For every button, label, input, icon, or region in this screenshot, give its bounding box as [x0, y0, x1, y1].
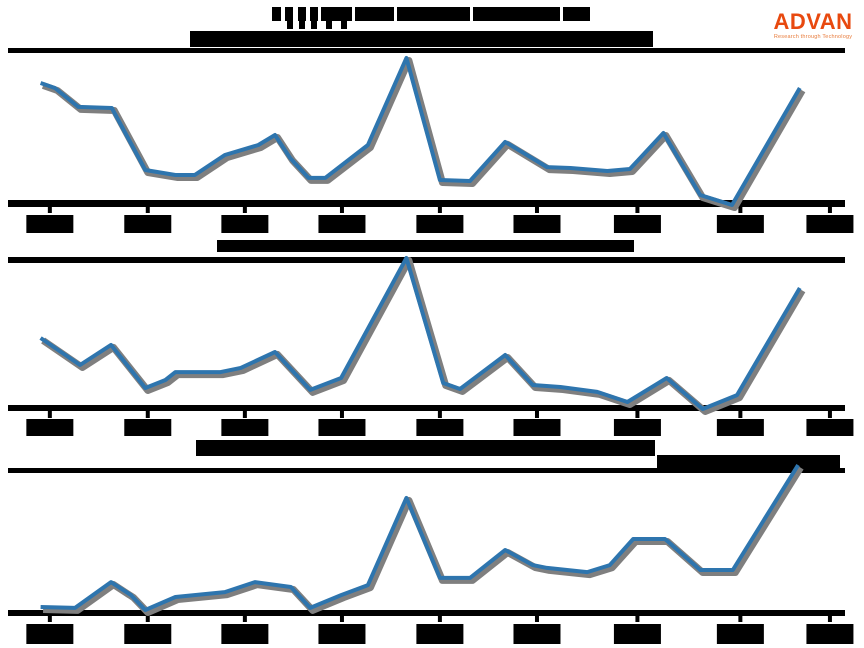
chart-3-x-tick-label-redacted	[124, 624, 172, 644]
chart-3-x-tick	[635, 616, 640, 622]
chart-1-x-tick-label-redacted	[318, 215, 366, 233]
chart-3-x-tick	[47, 616, 52, 622]
advan-logo-text: ADVAN	[773, 9, 853, 34]
chart-2-x-tick	[437, 411, 442, 418]
chart-2-x-tick-label-redacted	[513, 419, 561, 436]
advan-logo: ADVAN Research through Technology	[770, 11, 856, 41]
chart-2-x-tick	[827, 411, 832, 418]
title-descender	[311, 21, 317, 29]
chart-1-x-tick-label-redacted	[613, 215, 661, 233]
chart-2-x-tick	[738, 411, 743, 418]
chart-2-line	[39, 256, 802, 411]
chart-3-x-axis-line	[8, 610, 845, 616]
chart-1-title-redacted	[190, 31, 653, 47]
chart-3-x-tick-label-redacted	[806, 624, 854, 644]
chart-2-x-tick-label-redacted	[221, 419, 269, 436]
title-word-gap	[394, 7, 397, 21]
chart-2-x-tick	[534, 411, 539, 418]
chart-1-x-tick-label-redacted	[716, 215, 764, 233]
chart-3-x-tick-label-redacted	[26, 624, 74, 644]
chart-3-line-shadow	[43, 465, 804, 616]
chart-1-x-tick-label-redacted	[221, 215, 269, 233]
chart-3-x-tick	[534, 616, 539, 622]
advan-logo-tagline: Research through Technology	[773, 34, 853, 40]
chart-2-x-tick	[242, 411, 247, 418]
chart-3-x-tick-label-redacted	[416, 624, 464, 644]
chart-3-annotation-redacted	[657, 455, 840, 470]
chart-1-x-tick	[827, 207, 832, 213]
chart-1-line	[39, 56, 802, 207]
chart-3-x-tick	[145, 616, 150, 622]
chart-3-top-frame	[8, 468, 845, 473]
chart-1-x-tick	[145, 207, 150, 213]
chart-2-x-tick	[635, 411, 640, 418]
chart-1-x-tick	[339, 207, 344, 213]
title-descender	[326, 21, 332, 29]
chart-1-x-tick	[242, 207, 247, 213]
chart-3-x-tick	[437, 616, 442, 622]
chart-2-x-tick-label-redacted	[416, 419, 464, 436]
chart-1-x-tick-label-redacted	[416, 215, 464, 233]
chart-1-top-frame	[8, 48, 845, 53]
chart-1-x-tick	[534, 207, 539, 213]
title-word-gap	[281, 7, 285, 21]
chart-2-x-tick-label-redacted	[318, 419, 366, 436]
title-word-gap	[470, 7, 473, 21]
chart-1-x-tick-label-redacted	[806, 215, 854, 233]
title-word-gap	[352, 7, 355, 21]
main-title-redacted	[0, 0, 864, 30]
chart-2-x-tick-label-redacted	[613, 419, 661, 436]
chart-1-x-tick	[635, 207, 640, 213]
chart-2-x-tick-label-redacted	[124, 419, 172, 436]
chart-3-x-tick-label-redacted	[221, 624, 269, 644]
chart-3-title-redacted	[196, 440, 655, 456]
title-descender	[287, 21, 293, 29]
chart-2-top-frame	[8, 257, 845, 263]
chart-3-x-tick	[738, 616, 743, 622]
title-word-gap	[318, 7, 321, 21]
chart-2-x-tick	[339, 411, 344, 418]
chart-1-x-tick	[47, 207, 52, 213]
chart-1-x-axis-line	[8, 200, 845, 207]
title-word-gap	[560, 7, 563, 21]
chart-1-x-tick-label-redacted	[26, 215, 74, 233]
chart-2-x-tick	[145, 411, 150, 418]
chart-2-x-axis-line	[8, 405, 845, 411]
chart-3-x-tick	[242, 616, 247, 622]
chart-2-x-tick-label-redacted	[806, 419, 854, 436]
chart-1-x-tick-label-redacted	[124, 215, 172, 233]
chart-1-x-tick-label-redacted	[513, 215, 561, 233]
chart-2-line-shadow	[41, 257, 806, 415]
chart-3-x-tick	[339, 616, 344, 622]
title-word-gap	[293, 7, 298, 21]
chart-3-x-tick-label-redacted	[716, 624, 764, 644]
chart-2-x-tick	[47, 411, 52, 418]
chart-2-title-redacted	[217, 240, 634, 252]
title-descender	[341, 21, 347, 29]
main-title-bar	[272, 7, 590, 21]
chart-1-x-tick	[738, 207, 743, 213]
chart-3-x-tick-label-redacted	[318, 624, 366, 644]
chart-3-x-tick-label-redacted	[513, 624, 561, 644]
chart-3-x-tick-label-redacted	[613, 624, 661, 644]
chart-1-x-tick	[437, 207, 442, 213]
chart-3-x-tick	[827, 616, 832, 622]
chart-1-line-shadow	[41, 57, 806, 211]
chart-3-line	[40, 464, 800, 612]
title-word-gap	[306, 7, 310, 21]
chart-2-x-tick-label-redacted	[716, 419, 764, 436]
chart-2-x-tick-label-redacted	[26, 419, 74, 436]
title-descender	[299, 21, 305, 29]
